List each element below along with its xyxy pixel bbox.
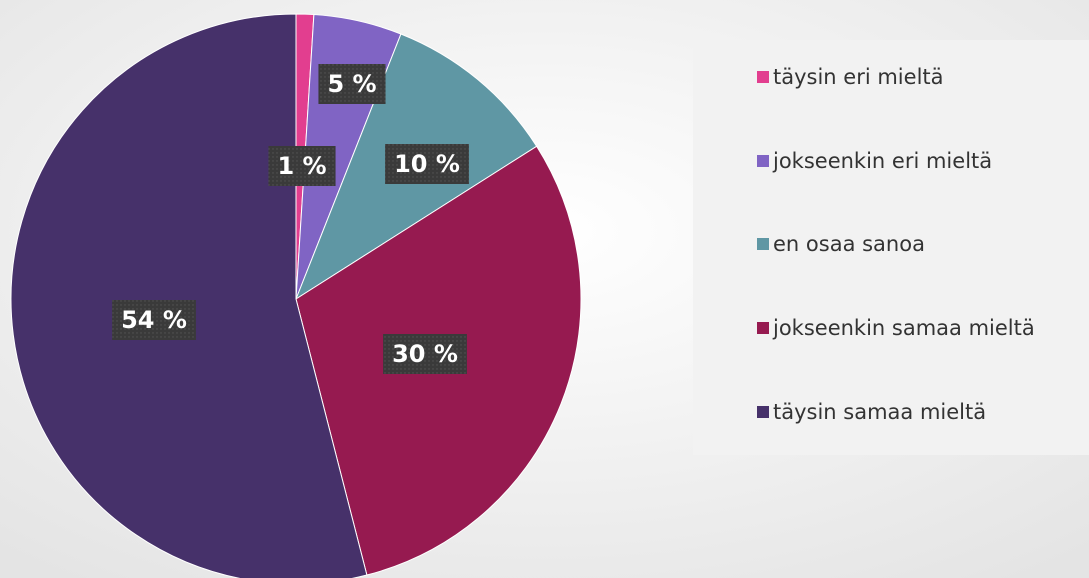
data-label: 10 % bbox=[394, 150, 460, 178]
legend-swatch bbox=[757, 322, 769, 334]
legend-label: täysin samaa mieltä bbox=[773, 400, 986, 424]
data-label-box bbox=[268, 146, 336, 186]
data-label-box bbox=[112, 300, 196, 340]
legend-swatch bbox=[757, 238, 769, 250]
data-label: 1 % bbox=[277, 152, 326, 180]
data-label: 5 % bbox=[327, 70, 376, 98]
data-label-box bbox=[318, 64, 386, 104]
legend-swatch bbox=[757, 155, 769, 167]
legend-swatch bbox=[757, 71, 769, 83]
legend-label: jokseenkin samaa mieltä bbox=[772, 316, 1035, 340]
legend-label: täysin eri mieltä bbox=[773, 65, 944, 89]
data-label: 30 % bbox=[392, 340, 458, 368]
legend-label: en osaa sanoa bbox=[773, 232, 925, 256]
legend-swatch bbox=[757, 406, 769, 418]
data-label-box bbox=[383, 334, 467, 374]
data-label-box bbox=[385, 144, 469, 184]
data-label: 54 % bbox=[121, 306, 187, 334]
legend-label: jokseenkin eri mieltä bbox=[772, 149, 992, 173]
